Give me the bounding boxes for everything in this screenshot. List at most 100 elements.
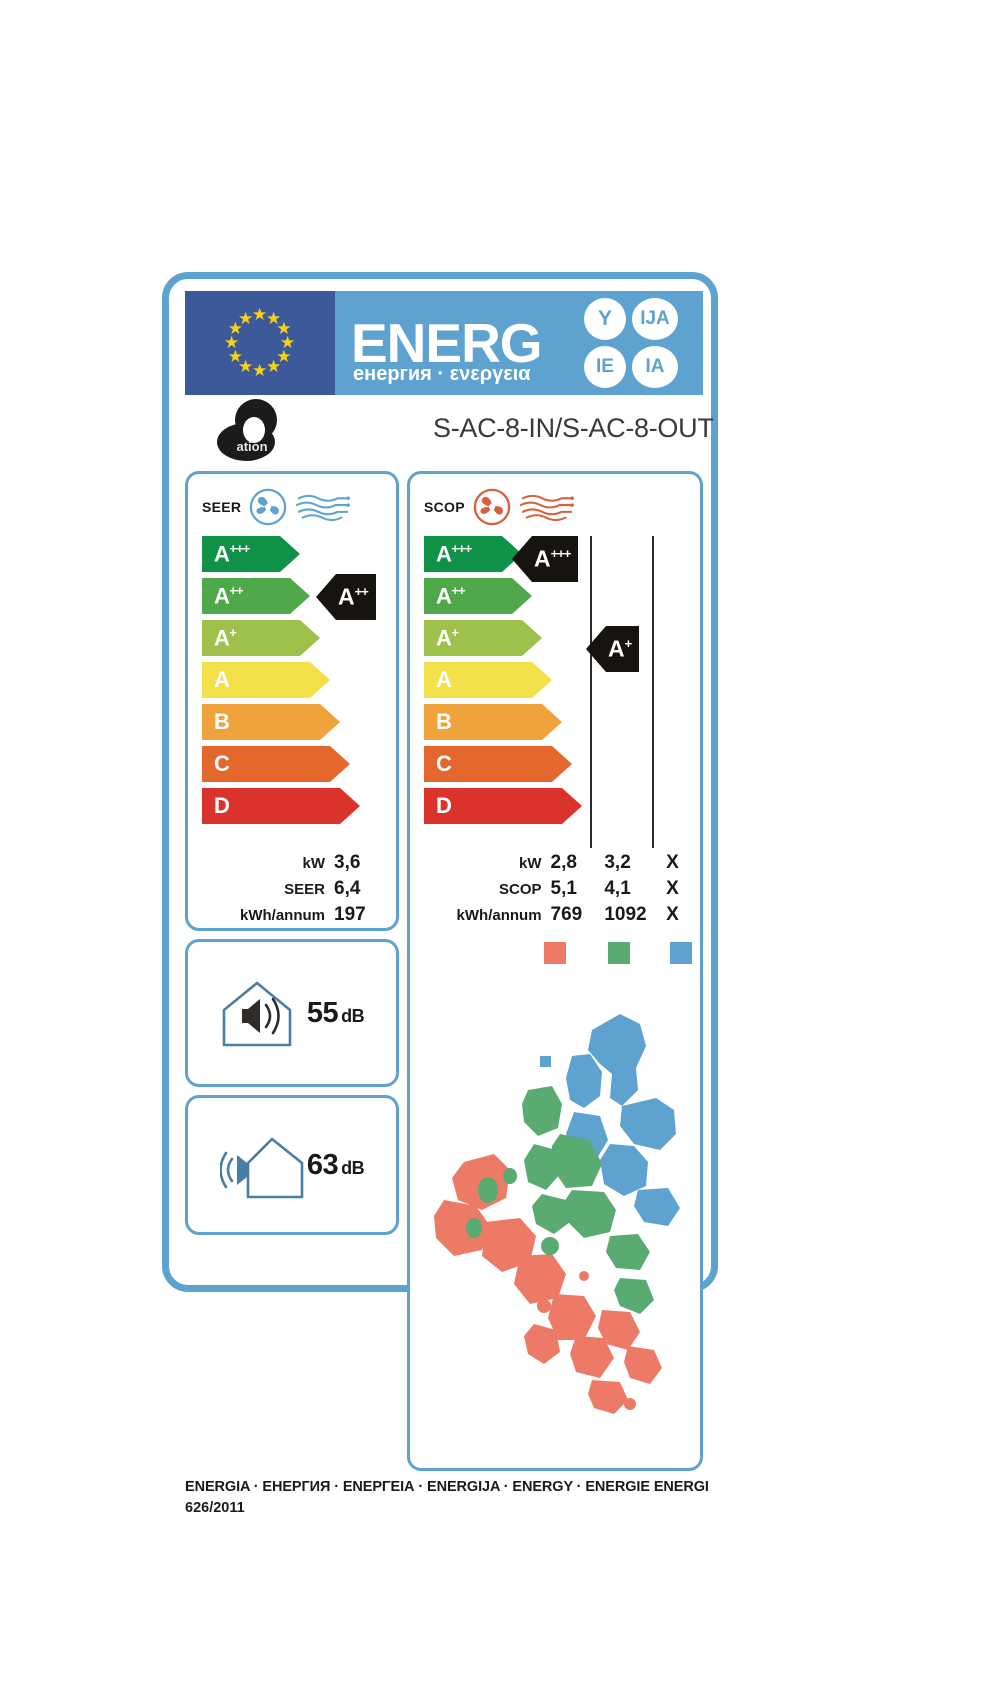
- brand-model-row: ation S-AC-8-IN/S-AC-8-OUT: [185, 397, 714, 463]
- scop-result-class-average: A+: [608, 635, 632, 662]
- class-letter: A+: [436, 625, 459, 651]
- scop-value-colder: X: [666, 878, 679, 899]
- eu-star: ★: [227, 319, 243, 338]
- eu-star: ★: [238, 357, 254, 377]
- seer-value-number: 6,4: [334, 878, 361, 899]
- seer-value-label: kWh/annum: [240, 907, 325, 924]
- class-letter: D: [214, 793, 230, 818]
- outdoor-noise-number: 63: [306, 1148, 339, 1181]
- scop-value-row: kWh/annum 769 1092 X: [418, 904, 702, 930]
- seer-class-A: A: [202, 662, 360, 698]
- seer-value-row: kW 3,6: [198, 852, 392, 878]
- seer-values: kW 3,6 SEER 6,4 kWh/annum 197: [198, 852, 392, 930]
- class-letter: A+++: [436, 541, 472, 567]
- scop-value-label: kW: [519, 855, 542, 872]
- scop-value-label: kWh/annum: [456, 907, 542, 924]
- class-letter: D: [436, 793, 452, 818]
- class-letter: A++: [214, 583, 244, 609]
- warmer-climate-chip: [544, 942, 566, 964]
- scop-value-warmer: 5,1: [550, 878, 577, 899]
- class-letter: B: [214, 709, 230, 734]
- seer-value-label: kW: [302, 855, 326, 872]
- outdoor-noise-unit: dB: [341, 1157, 365, 1178]
- outdoor-noise-value: 63 dB: [304, 1148, 365, 1182]
- scop-result-arrow-average: A+: [586, 626, 640, 672]
- eu-star: ★: [252, 361, 268, 380]
- colder-climate-chip: [670, 942, 692, 964]
- seer-value-row: SEER 6,4: [198, 878, 392, 904]
- seer-result-arrow: A++: [316, 574, 376, 620]
- column-separator-1: [590, 536, 592, 848]
- seer-class-scale: A+++ A++ A+ A B C D: [202, 536, 360, 830]
- language-suffix-bubbles: Y IJA IE IA: [582, 296, 698, 390]
- class-letter: A+++: [214, 541, 250, 567]
- class-letter: C: [436, 751, 452, 776]
- average-climate-chip: [608, 942, 630, 964]
- scop-header: SCOP: [424, 488, 577, 526]
- seer-panel: SEER: [185, 471, 399, 931]
- eu-star: ★: [266, 357, 282, 377]
- class-letter: A+: [214, 625, 237, 651]
- label-header: ★ ★ ★ ★ ★ ★ ★ ★ ★ ★ ★ ★ ENERG енергия · ενεργεια Y …: [185, 291, 703, 395]
- scop-value-average: 3,2: [604, 852, 631, 873]
- seer-class-C: C: [202, 746, 360, 782]
- indoor-noise-panel: 55 dB: [185, 939, 399, 1087]
- energy-word-translit: енергия · ενεργεια: [353, 363, 531, 385]
- scop-value-average: 1092: [604, 904, 647, 925]
- heating-fan-icon: [473, 488, 511, 526]
- seer-class-D: D: [202, 788, 360, 824]
- seer-label: SEER: [202, 499, 242, 515]
- cooling-fan-icon: [249, 488, 287, 526]
- outdoor-noise-house-icon: [219, 1129, 304, 1201]
- eu-star: ★: [252, 305, 268, 324]
- energy-word: ENERG: [351, 311, 543, 374]
- class-letter: A++: [436, 583, 466, 609]
- cool-airflow-icon: [295, 492, 353, 522]
- scop-result-arrow-warmer: A+++: [512, 536, 579, 582]
- column-separator-2: [652, 536, 654, 848]
- scop-panel: SCOP: [407, 471, 703, 1471]
- scop-class-Aplusplusplus: A+++: [424, 536, 582, 572]
- scop-value-average: 4,1: [604, 878, 631, 899]
- scop-value-row: kW 2,8 3,2 X: [418, 852, 702, 878]
- scop-value-row: SCOP 5,1 4,1 X: [418, 878, 702, 904]
- scop-result-class-warmer: A+++: [534, 545, 571, 572]
- europe-climate-map: [424, 994, 690, 1444]
- class-letter: A: [214, 667, 230, 692]
- suffix-bubble-ia: IA: [632, 346, 678, 388]
- footer-regulation: 626/2011: [185, 1500, 245, 1516]
- scop-value-warmer: 769: [550, 904, 583, 925]
- label-footer: ENERGIA · ЕНЕРГИЯ · ΕΝΕΡΓΕΙΑ · ENERGIJA …: [185, 1479, 709, 1516]
- scop-class-B: B: [424, 704, 582, 740]
- eu-star: ★: [276, 347, 292, 366]
- scop-class-D: D: [424, 788, 582, 824]
- footer-languages: ENERGIA · ЕНЕРГИЯ · ΕΝΕΡΓΕΙΑ · ENERGIJA …: [185, 1479, 709, 1495]
- class-letter: A: [436, 667, 452, 692]
- seer-class-Aplusplus: A++: [202, 578, 360, 614]
- indoor-noise-value: 55 dB: [304, 996, 365, 1030]
- eu-flag-icon: ★ ★ ★ ★ ★ ★ ★ ★ ★ ★ ★ ★: [185, 291, 335, 395]
- eu-star: ★: [224, 333, 240, 352]
- scop-class-A: A: [424, 662, 582, 698]
- suffix-bubble-ija: IJA: [632, 298, 678, 340]
- energy-banner: ENERG енергия · ενεργεια Y IJA IE IA: [335, 291, 703, 395]
- indoor-noise-house-icon: [220, 977, 294, 1049]
- scop-value-warmer: 2,8: [550, 852, 577, 873]
- seer-class-Aplus: A+: [202, 620, 360, 656]
- eu-star: ★: [276, 319, 292, 338]
- scop-class-C: C: [424, 746, 582, 782]
- suffix-bubble-y: Y: [584, 298, 626, 340]
- seer-class-B: B: [202, 704, 360, 740]
- scop-value-label: SCOP: [499, 881, 542, 898]
- indoor-noise-number: 55: [306, 996, 339, 1029]
- warm-airflow-icon: [519, 492, 577, 522]
- scop-class-Aplusplus: A++: [424, 578, 582, 614]
- scop-value-colder: X: [666, 904, 679, 925]
- seer-header: SEER: [202, 488, 353, 526]
- seer-value-row: kWh/annum 197: [198, 904, 392, 930]
- seer-class-Aplusplusplus: A+++: [202, 536, 360, 572]
- seer-value-label: SEER: [284, 881, 325, 898]
- scop-class-Aplus: A+: [424, 620, 582, 656]
- eu-star: ★: [280, 333, 296, 352]
